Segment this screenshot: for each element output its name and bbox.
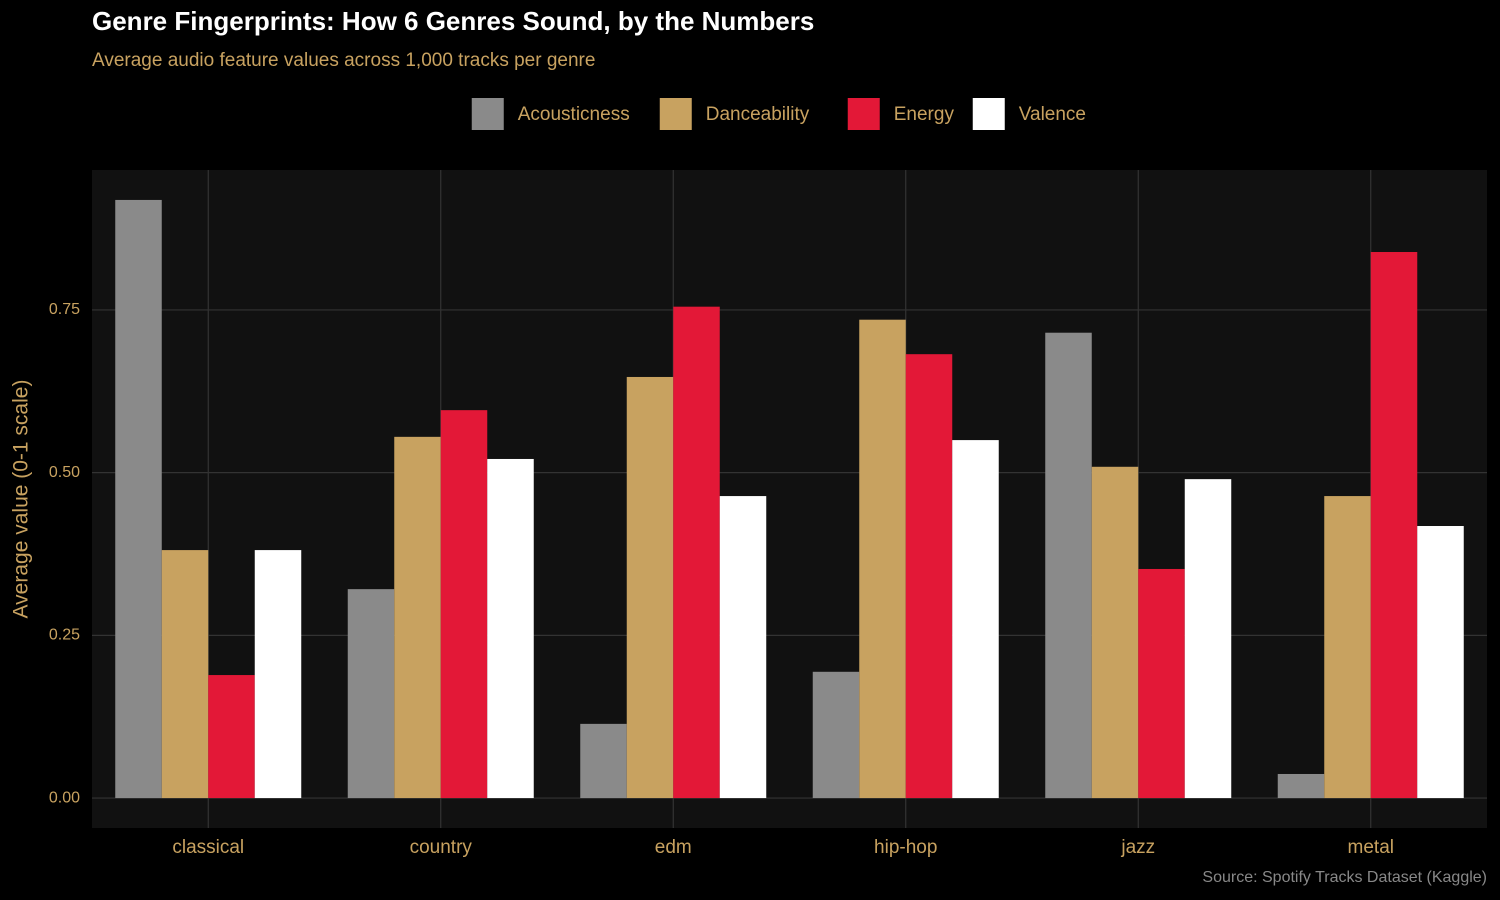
bar xyxy=(347,589,395,799)
bar xyxy=(208,675,255,799)
bar xyxy=(1091,466,1139,799)
bar xyxy=(1324,496,1371,799)
legend-label: Valence xyxy=(1019,104,1086,125)
bar xyxy=(1277,773,1325,799)
y-tick-label: 0.00 xyxy=(49,789,80,806)
caption: Source: Spotify Tracks Dataset (Kaggle) xyxy=(1202,869,1487,886)
y-axis-label: Average value (0-1 scale) xyxy=(10,380,33,619)
x-tick-label: metal xyxy=(1348,837,1394,858)
bar xyxy=(905,354,953,799)
y-tick-label: 0.25 xyxy=(49,627,80,644)
legend-swatch xyxy=(471,98,504,130)
bar xyxy=(719,496,767,799)
bar xyxy=(1184,479,1232,799)
bar xyxy=(580,723,627,799)
x-tick-label: classical xyxy=(172,837,244,858)
chart-title: Genre Fingerprints: How 6 Genres Sound, … xyxy=(92,6,814,36)
x-tick-label: edm xyxy=(655,837,692,858)
bar xyxy=(859,319,906,799)
x-tick-label: jazz xyxy=(1120,837,1155,858)
legend-swatch xyxy=(659,98,692,130)
y-tick-label: 0.75 xyxy=(49,301,80,318)
legend-label: Energy xyxy=(894,104,955,125)
legend-swatch xyxy=(972,98,1005,130)
bar xyxy=(1417,526,1464,799)
bar xyxy=(1138,568,1185,799)
x-tick-label: country xyxy=(410,837,473,858)
bar xyxy=(1045,332,1092,799)
bar xyxy=(115,199,162,799)
legend-swatch xyxy=(847,98,880,130)
y-tick-label: 0.50 xyxy=(49,464,80,481)
legend-label: Acousticness xyxy=(518,104,630,125)
bar xyxy=(812,671,860,799)
legend-label: Danceability xyxy=(706,104,810,125)
bar xyxy=(161,550,209,799)
bar xyxy=(440,410,488,799)
bar xyxy=(952,440,999,799)
bar xyxy=(394,436,441,799)
plot-panel xyxy=(92,170,1487,828)
bar xyxy=(626,376,674,799)
bar xyxy=(487,458,534,799)
x-tick-label: hip-hop xyxy=(874,837,937,858)
bar xyxy=(254,550,302,799)
bar xyxy=(1370,252,1418,799)
chart-subtitle: Average audio feature values across 1,00… xyxy=(92,50,595,71)
bar xyxy=(673,306,720,799)
